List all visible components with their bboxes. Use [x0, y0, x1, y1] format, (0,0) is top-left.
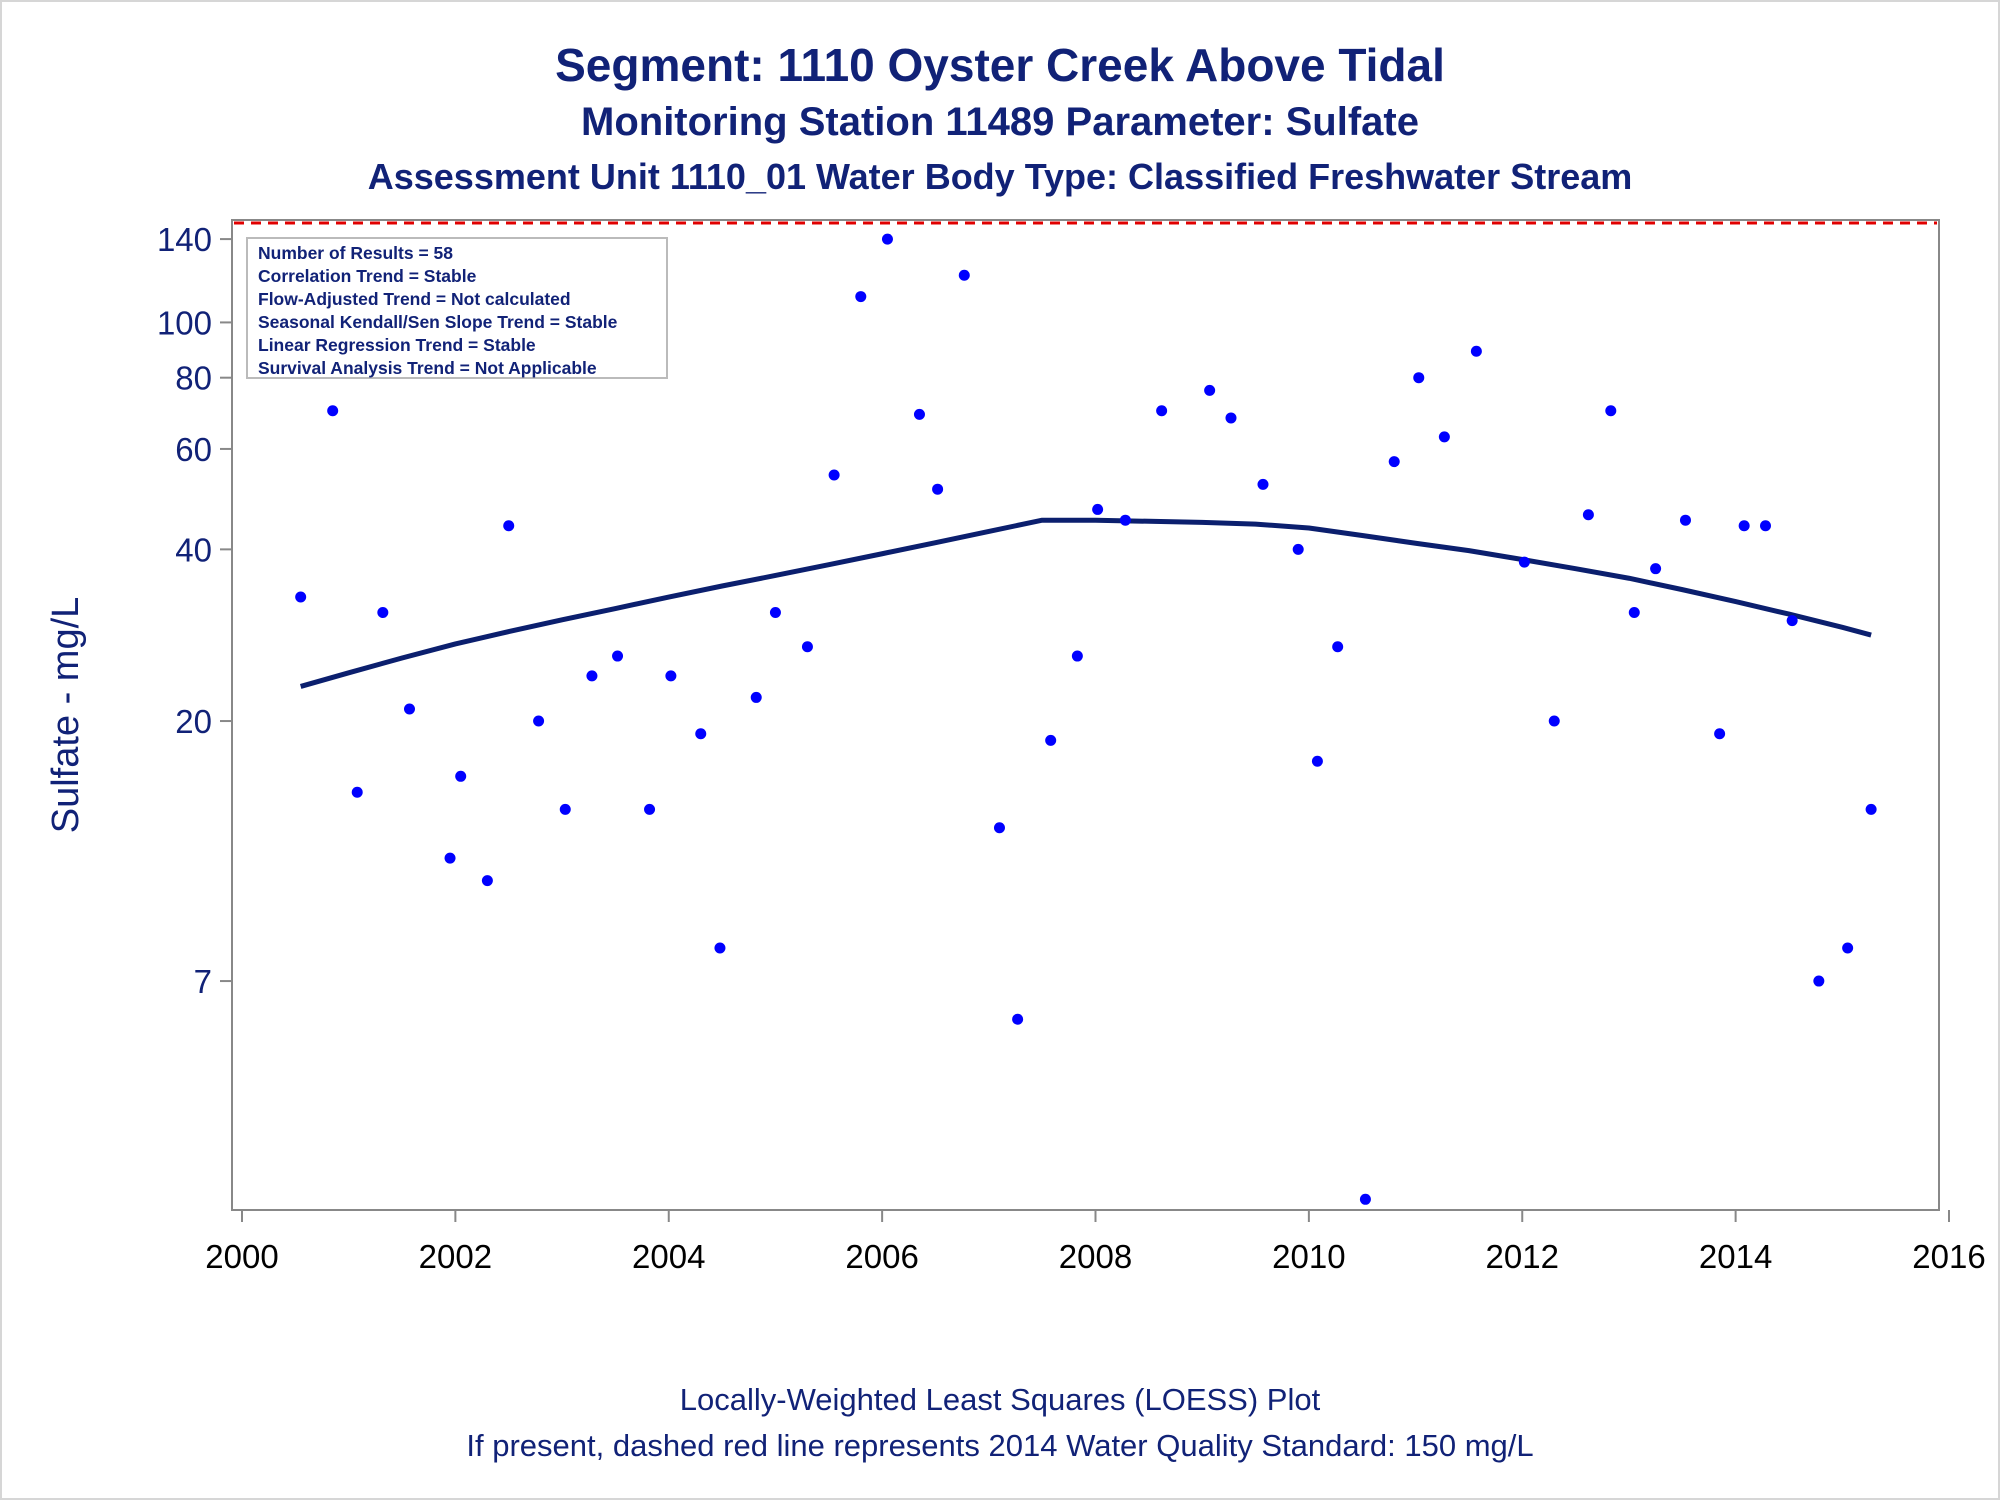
footnote-standard: If present, dashed red line represents 2…	[466, 1428, 1534, 1463]
chart-title: Segment: 1110 Oyster Creek Above Tidal	[555, 39, 1445, 91]
data-point	[1628, 606, 1640, 618]
data-point	[1738, 520, 1750, 532]
data-point	[1518, 556, 1530, 568]
stats-line: Flow-Adjusted Trend = Not calculated	[258, 289, 571, 309]
data-point	[1045, 734, 1057, 746]
data-point	[1865, 803, 1877, 815]
data-point	[1582, 509, 1594, 521]
data-point	[444, 852, 456, 864]
data-point	[1842, 942, 1854, 954]
data-point	[1759, 520, 1771, 532]
y-tick-label: 20	[175, 703, 212, 740]
data-point	[769, 606, 781, 618]
x-tick-label: 2016	[1912, 1238, 1985, 1275]
data-point	[481, 875, 493, 887]
data-point	[1470, 345, 1482, 357]
stats-line: Seasonal Kendall/Sen Slope Trend = Stabl…	[258, 312, 618, 332]
data-point	[801, 641, 813, 653]
data-point	[1388, 456, 1400, 468]
data-point	[403, 703, 415, 715]
data-point	[612, 650, 624, 662]
y-tick-label: 100	[157, 304, 212, 341]
data-point	[533, 715, 545, 727]
data-point	[1332, 641, 1344, 653]
x-tick-label: 2004	[632, 1238, 705, 1275]
x-tick-label: 2008	[1059, 1238, 1132, 1275]
data-point	[1071, 650, 1083, 662]
y-tick-label: 80	[175, 360, 212, 397]
x-tick-label: 2006	[845, 1238, 918, 1275]
stats-line: Correlation Trend = Stable	[258, 266, 477, 286]
data-point	[327, 405, 339, 417]
data-point	[993, 822, 1005, 834]
data-point	[644, 803, 656, 815]
chart-subtitle-2: Assessment Unit 1110_01 Water Body Type:…	[367, 156, 1633, 197]
y-axis-label: Sulfate - mg/L	[45, 597, 87, 834]
data-point	[1786, 615, 1798, 627]
data-point	[559, 803, 571, 815]
data-point	[1012, 1013, 1024, 1025]
x-tick-label: 2012	[1486, 1238, 1559, 1275]
data-point	[828, 469, 840, 481]
data-point	[1225, 412, 1237, 424]
data-point	[455, 770, 467, 782]
data-point	[913, 408, 925, 420]
data-point	[1311, 755, 1323, 767]
x-tick-label: 2014	[1699, 1238, 1772, 1275]
data-point	[1092, 503, 1104, 515]
data-point	[1204, 384, 1216, 396]
footnote-loess: Locally-Weighted Least Squares (LOESS) P…	[679, 1382, 1321, 1417]
data-point	[586, 670, 598, 682]
data-point	[958, 269, 970, 281]
x-axis: 2000 2002 2004 2006 2008 2010 2012 2014 2016	[205, 1210, 1986, 1275]
data-point	[1548, 715, 1560, 727]
data-point	[1156, 405, 1168, 417]
y-axis: 7 20 40 60 80 100 140	[157, 221, 232, 1000]
data-point	[377, 606, 389, 618]
y-tick-label: 140	[157, 221, 212, 258]
data-point	[714, 942, 726, 954]
data-point	[1714, 728, 1726, 740]
data-point	[503, 520, 515, 532]
data-point	[1813, 975, 1825, 987]
x-tick-label: 2002	[419, 1238, 492, 1275]
data-point	[1257, 478, 1269, 490]
y-tick-label: 7	[194, 963, 212, 1000]
x-tick-label: 2000	[205, 1238, 278, 1275]
x-tick-label: 2010	[1272, 1238, 1345, 1275]
stats-box: Number of Results = 58 Correlation Trend …	[246, 237, 668, 379]
data-point	[351, 786, 363, 798]
data-point	[1650, 563, 1662, 575]
data-point	[855, 291, 867, 303]
data-point	[695, 728, 707, 740]
data-point	[1605, 405, 1617, 417]
data-point	[1413, 372, 1425, 384]
data-point	[881, 233, 893, 245]
data-point	[1359, 1193, 1371, 1205]
stats-line: Linear Regression Trend = Stable	[258, 335, 536, 355]
data-point	[1438, 431, 1450, 443]
data-point	[932, 483, 944, 495]
data-point	[295, 591, 307, 603]
loess-curve	[299, 517, 1872, 689]
data-point	[1292, 543, 1304, 555]
data-point	[1679, 514, 1691, 526]
stats-line: Survival Analysis Trend = Not Applicable	[258, 358, 597, 378]
data-point	[750, 691, 762, 703]
data-point	[665, 670, 677, 682]
y-tick-label: 40	[175, 531, 212, 568]
y-tick-label: 60	[175, 431, 212, 468]
stats-line: Number of Results = 58	[258, 243, 453, 263]
chart-subtitle: Monitoring Station 11489 Parameter: Sulf…	[581, 100, 1419, 144]
data-point	[1119, 514, 1131, 526]
data-points	[295, 233, 1877, 1205]
stats-box-frame	[246, 237, 668, 379]
plot-area	[231, 219, 1940, 1211]
